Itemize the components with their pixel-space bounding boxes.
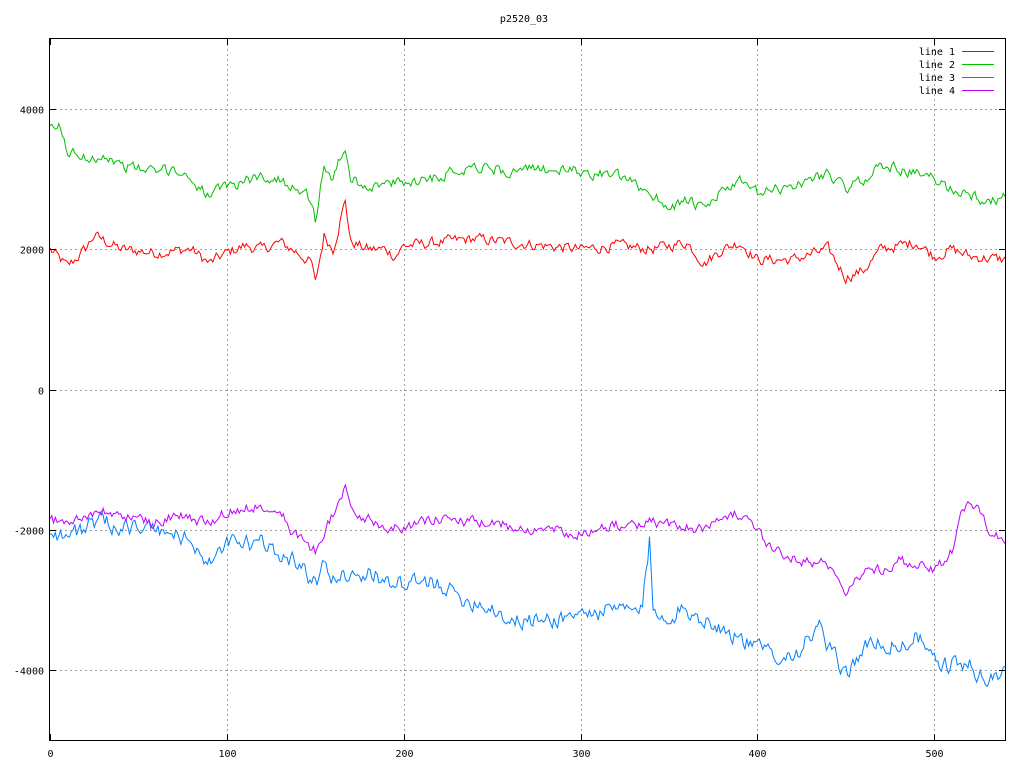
series-line-2 xyxy=(49,121,1006,223)
series-line-4 xyxy=(49,483,1006,597)
x-tick-label: 300 xyxy=(572,749,590,760)
y-tick-label: -4000 xyxy=(14,667,44,678)
y-tick-label: -2000 xyxy=(14,527,44,538)
legend-label: line 2 xyxy=(919,60,955,71)
y-tick-label: 0 xyxy=(38,387,44,398)
plot-frame xyxy=(49,38,1006,741)
legend: line 1 line 2 line 3 line 4 xyxy=(919,47,994,97)
x-tick-label: 200 xyxy=(395,749,413,760)
legend-label: line 4 xyxy=(919,86,955,97)
x-tick-label: 0 xyxy=(47,749,53,760)
legend-label: line 3 xyxy=(919,73,955,84)
series-line-3 xyxy=(49,510,1006,688)
grid-lines xyxy=(50,39,1005,740)
chart-title: p2520_03 xyxy=(500,14,548,25)
series-line-1 xyxy=(49,198,1006,285)
y-tick-label: 4000 xyxy=(20,106,44,117)
x-tick-label: 500 xyxy=(925,749,943,760)
series-layer xyxy=(49,121,1006,688)
axis-ticks: 0 100 200 300 400 500 4000 2000 0 -2000 -4000 xyxy=(14,39,1005,760)
legend-label: line 1 xyxy=(919,47,955,58)
x-tick-label: 100 xyxy=(218,749,236,760)
x-tick-label: 400 xyxy=(748,749,766,760)
y-tick-label: 2000 xyxy=(20,246,44,257)
